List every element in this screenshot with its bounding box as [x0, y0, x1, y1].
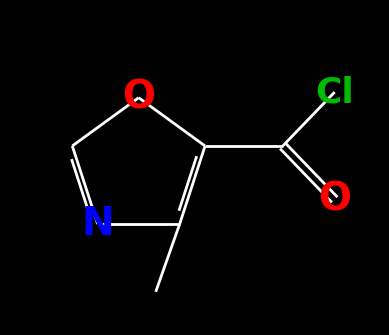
Text: O: O [318, 181, 351, 219]
Text: O: O [122, 79, 155, 117]
Text: N: N [81, 205, 114, 243]
Text: Cl: Cl [315, 75, 354, 109]
